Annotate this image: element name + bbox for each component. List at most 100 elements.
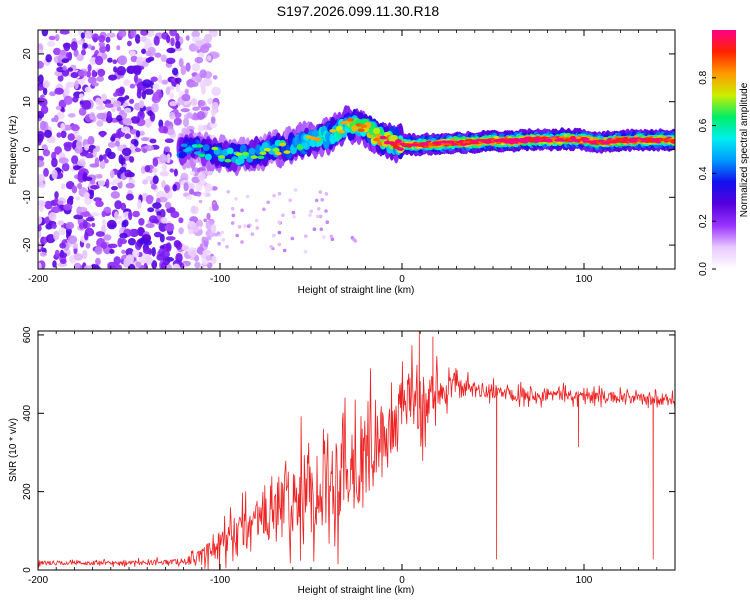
heatmap-cell	[351, 124, 359, 132]
heatmap-cell	[250, 155, 258, 159]
heatmap-cell	[257, 155, 265, 160]
heatmap-cell	[70, 72, 79, 79]
heatmap-cell	[129, 50, 136, 57]
heatmap-cell	[129, 98, 135, 104]
heatmap-cell	[312, 227, 317, 231]
heatmap-cell	[202, 144, 210, 152]
heatmap-cell	[178, 217, 184, 224]
heatmap-cell	[200, 106, 211, 112]
heatmap-cell	[144, 88, 154, 95]
heatmap-cell	[160, 54, 167, 63]
heatmap-cell	[234, 197, 238, 201]
heatmap-cell	[57, 220, 65, 226]
snr-series-line	[38, 331, 675, 570]
heatmap-cell	[107, 261, 117, 269]
heatmap-cell	[373, 127, 380, 135]
y-tick-label: 20	[22, 48, 33, 60]
heatmap-cell	[122, 118, 133, 126]
heatmap-cell	[359, 124, 367, 128]
heatmap-cell	[220, 230, 224, 235]
heatmap-cell	[88, 189, 95, 200]
heatmap-cell	[217, 241, 221, 246]
heatmap-cell	[214, 233, 219, 237]
heatmap-cell	[189, 249, 196, 259]
heatmap-cell	[178, 57, 184, 68]
heatmap-cell	[54, 249, 60, 258]
heatmap-cell	[38, 262, 42, 269]
heatmap-cell	[64, 144, 72, 152]
spectrogram-heatmap	[38, 30, 675, 269]
heatmap-cell	[83, 265, 94, 269]
heatmap-cell	[121, 126, 131, 134]
heatmap-cell	[126, 40, 132, 47]
heatmap-cell	[96, 112, 107, 120]
heatmap-cell	[237, 155, 245, 159]
heatmap-cell	[110, 181, 118, 186]
heatmap-cell	[97, 179, 106, 187]
colorbar-tick-label: 0.0	[698, 262, 709, 276]
heatmap-cell	[98, 154, 104, 163]
heatmap-cell	[282, 248, 287, 253]
heatmap-cell	[211, 51, 220, 59]
heatmap-cell	[65, 221, 75, 230]
heatmap-cell	[67, 235, 78, 245]
heatmap-cell	[166, 153, 171, 164]
heatmap-cell	[373, 137, 380, 142]
heatmap-cell	[148, 56, 155, 62]
heatmap-cell	[85, 242, 91, 249]
heatmap-cell	[77, 206, 88, 213]
heatmap-cell	[125, 182, 135, 189]
heatmap-cell	[51, 223, 57, 229]
x-tick-label: 100	[576, 274, 593, 285]
heatmap-cell	[196, 219, 203, 228]
heatmap-cell	[142, 148, 148, 154]
heatmap-cell	[99, 45, 107, 54]
heatmap-cell	[259, 151, 267, 155]
heatmap-cell	[242, 224, 247, 228]
snr-ticks: -200 -100 0 100 0 200 400 600	[22, 326, 676, 586]
heatmap-cell	[202, 170, 209, 176]
heatmap-cell	[104, 158, 109, 164]
heatmap-cell	[134, 147, 142, 153]
heatmap-cell	[57, 74, 64, 82]
heatmap-cell	[152, 167, 158, 173]
heatmap-cell	[197, 226, 202, 230]
heatmap-cell	[194, 261, 201, 269]
heatmap-cell	[161, 79, 169, 85]
heatmap-cell	[109, 169, 115, 179]
heatmap-cell	[237, 157, 245, 165]
heatmap-cell	[77, 40, 84, 45]
heatmap-cell	[60, 130, 67, 139]
heatmap-cell	[166, 47, 176, 54]
heatmap-cell	[173, 117, 182, 126]
x-tick-label: -100	[210, 274, 230, 285]
heatmap-cell	[150, 183, 157, 190]
heatmap-cell	[95, 257, 101, 266]
heatmap-cell	[38, 200, 46, 207]
heatmap-cell	[82, 249, 88, 260]
heatmap-cell	[70, 124, 80, 132]
y-tick-label: 400	[22, 404, 33, 421]
heatmap-cell	[138, 100, 145, 109]
heatmap-cell	[204, 153, 212, 161]
heatmap-cell	[110, 191, 121, 199]
heatmap-cell	[151, 260, 158, 269]
heatmap-cell	[230, 206, 235, 211]
heatmap-cell	[137, 199, 142, 210]
heatmap-cell	[317, 207, 321, 211]
heatmap-cell	[318, 214, 323, 219]
heatmap-cell	[104, 103, 114, 108]
heatmap-cell	[110, 136, 116, 142]
heatmap-cell	[123, 257, 131, 268]
heatmap-cell	[277, 230, 282, 235]
heatmap-cell	[142, 79, 152, 87]
heatmap-cell	[165, 236, 176, 241]
heatmap-cell	[269, 245, 274, 249]
heatmap-cell	[224, 158, 232, 163]
heatmap-cell	[240, 240, 244, 244]
heatmap-cell	[153, 231, 162, 238]
heatmap-cell	[163, 146, 171, 153]
heatmap-cell	[357, 128, 365, 132]
